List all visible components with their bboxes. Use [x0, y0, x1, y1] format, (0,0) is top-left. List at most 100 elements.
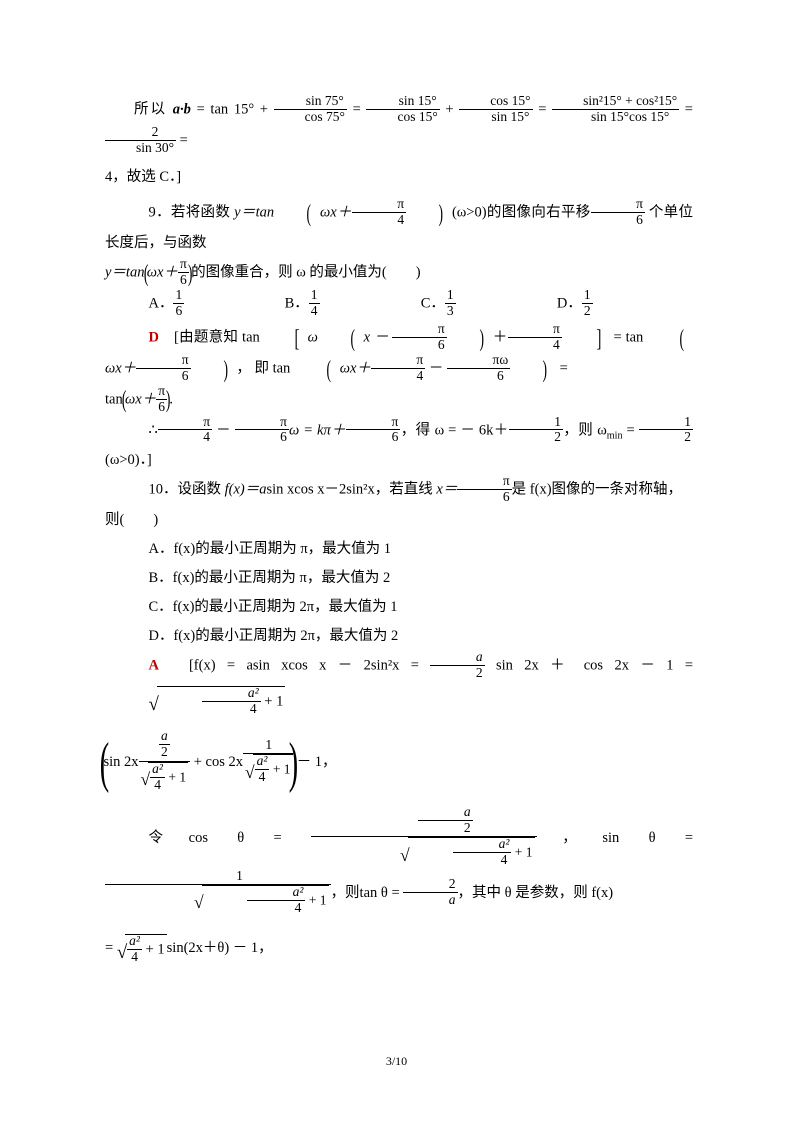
text: 的图像重合，则 ω 的最小值为( ) [191, 265, 420, 281]
lparen-icon: ( [326, 329, 354, 349]
math: f(x)＝a [225, 482, 267, 498]
sqrt: a²4 + 1 [117, 930, 167, 968]
sub: min [607, 430, 623, 441]
math: ωx＋ [320, 205, 352, 221]
math: ωx＋ [105, 361, 136, 377]
text: 是 f(x)图像的一条对称轴， [512, 482, 682, 498]
frac: 2a [403, 877, 457, 908]
top-equation-line1: 所以 a·b = tan 15° + sin 75°cos 75° = sin … [105, 95, 693, 156]
math: sin(2x＋θ) － 1， [167, 940, 273, 956]
eq: = [347, 102, 367, 118]
lparen-icon: ( [283, 204, 311, 224]
math: y＝tan [234, 205, 274, 221]
math: tan [105, 392, 123, 408]
frac: sin²15° + cos²15°sin 15°cos 15° [552, 94, 679, 125]
q10-line1: 10．设函数 f(x)＝asin xcos x－2sin²x，若直线 x＝π6是… [105, 475, 693, 506]
text: － 1， [293, 754, 337, 770]
eq: = [623, 422, 639, 438]
q9-options: A．16 B．14 C．13 D．12 [149, 289, 694, 320]
lparen-icon: ( [143, 264, 148, 284]
answer-letter: A [149, 658, 159, 674]
q10-option-b: B．f(x)的最小正周期为 π，最大值为 2 [105, 564, 693, 593]
frac: 1a²4 + 1 [105, 869, 331, 917]
q10-solution-line3: 令cos θ = a2a²4 + 1，sin θ = 1a²4 + 1，则tan… [105, 807, 693, 918]
frac: 1a²4 + 1 [243, 738, 295, 786]
math: ＋ [492, 330, 507, 346]
math: － [425, 361, 447, 377]
q9-line2: y＝tan(ωx＋π6)的图像重合，则 ω 的最小值为( ) [105, 258, 693, 289]
eq: = [105, 940, 117, 956]
rparen-icon: ) [166, 390, 171, 410]
frac: π6 [136, 353, 190, 384]
math: ω [308, 330, 318, 346]
q10-solution-line2: (sin 2xa2a²4 + 1 + cos 2x1a²4 + 1) － 1， [105, 731, 693, 794]
math: = tan [610, 330, 648, 346]
text: (ω>0)的图像向右平移 [452, 205, 591, 221]
rparen-icon: ) [455, 329, 483, 349]
math: + cos 2x [190, 754, 243, 770]
math: x＝ [436, 482, 457, 498]
frac: π6 [457, 474, 511, 505]
top-equation-line2: 44，故选 C．]，故选 C．] [105, 156, 693, 198]
math: ωx＋ [340, 361, 371, 377]
rparen-icon: ) [415, 204, 443, 224]
q10-option-d: D．f(x)的最小正周期为 2π，最大值为 2 [105, 622, 693, 651]
eq: = [679, 102, 693, 118]
text: ，则tan θ = [331, 885, 404, 901]
frac: π4 [352, 197, 406, 228]
lparen-icon: ( [122, 390, 127, 410]
math: ω = kπ＋ [289, 422, 346, 438]
rparen-icon: ) [188, 264, 193, 284]
option-d: D．12 [557, 289, 693, 320]
frac: 12 [509, 415, 563, 446]
math: sin xcos x－2sin²x [267, 482, 375, 498]
math: y＝tan [105, 265, 144, 281]
eq: = [533, 102, 553, 118]
lparen-icon: ( [656, 329, 684, 349]
lparen-icon: ( [100, 739, 109, 787]
frac: cos 15°sin 15° [459, 94, 532, 125]
frac: π6 [392, 322, 446, 353]
rparen-icon: ) [289, 739, 298, 787]
q9-line1: 9．若将函数 y＝tan(ωx＋π4)(ω>0)的图像向右平移π6 个单位长度后… [105, 198, 693, 258]
text: 9．若将函数 [149, 205, 235, 221]
frac: π6 [591, 197, 645, 228]
page-footer: 3/10 [0, 1055, 793, 1067]
q9-solution-line1: D [由题意知 tan[ω(x － π6)＋π4] = tan (ωx＋π6)，… [105, 323, 693, 384]
text: 所以 [134, 102, 173, 118]
frac: a2a²4 + 1 [139, 730, 191, 793]
text: ，得 ω = － 6k＋ [400, 422, 508, 438]
frac: 2sin 30° [105, 125, 176, 156]
math: sin 2x ＋ cos 2x － 1 = [485, 658, 693, 674]
answer-letter: D [149, 330, 159, 346]
therefore-icon: ∴ [149, 422, 158, 438]
text: ，sin θ = [537, 830, 693, 846]
frac: πω6 [447, 353, 510, 384]
lparen-icon: ( [303, 360, 331, 380]
lbracket-icon: [ [268, 329, 299, 349]
text: [由题意知 tan [159, 330, 260, 346]
frac: a2a²4 + 1 [311, 806, 537, 869]
text: 令cos θ = [149, 830, 311, 846]
frac: π6 [235, 415, 289, 446]
four: 4 [105, 169, 112, 185]
frac: π4 [508, 322, 562, 353]
frac: π6 [346, 415, 400, 446]
q9-solution-line3: ∴π4 － π6ω = kπ＋π6，得 ω = － 6k＋12，则 ωmin =… [105, 416, 693, 476]
text: (ω>0)．] [105, 452, 152, 468]
text: ，其中 θ 是参数，则 f(x) [458, 885, 614, 901]
frac: a2 [430, 650, 484, 681]
minus: － [212, 422, 235, 438]
rparen-icon: ) [199, 360, 227, 380]
q10-option-a: A．f(x)的最小正周期为 π，最大值为 1 [105, 535, 693, 564]
plus: + [440, 102, 460, 118]
frac: 12 [639, 415, 693, 446]
page: 所以 a·b = tan 15° + sin 75°cos 75° = sin … [0, 0, 793, 1122]
eq: = [176, 132, 188, 148]
text: ， 即 tan [236, 361, 294, 377]
frac: sin 75°cos 75° [274, 94, 347, 125]
option-b: B．14 [285, 289, 421, 320]
frac: π4 [371, 353, 425, 384]
text: ，若直线 [375, 482, 437, 498]
sqrt: a²4 + 1 [105, 682, 285, 720]
